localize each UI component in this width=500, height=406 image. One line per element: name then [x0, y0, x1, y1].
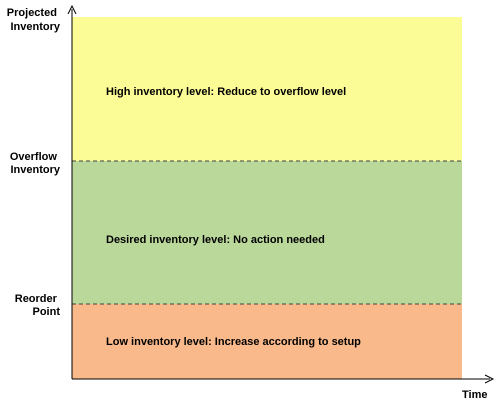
- low-inventory-label: Low inventory level: Increase according …: [106, 336, 361, 348]
- y-axis-title-line-2: Inventory: [10, 21, 60, 33]
- y-axis-title-line-1: Projected: [7, 7, 57, 19]
- y-axis-title: Projected Inventory: [7, 7, 61, 33]
- y-axis-arrow-icon: [67, 4, 77, 15]
- x-axis-arrow-icon: [484, 374, 495, 384]
- overflow-label-line-1: Overflow: [10, 151, 58, 163]
- x-axis-title: Time: [462, 389, 487, 401]
- low-inventory-zone: [72, 304, 462, 379]
- reorder-label-line-2: Point: [33, 306, 61, 318]
- reorder-label-line-1: Reorder: [15, 293, 58, 305]
- desired-inventory-label: Desired inventory level: No action neede…: [106, 234, 325, 246]
- reorder-point-label: Reorder Point: [15, 293, 61, 318]
- high-inventory-label: High inventory level: Reduce to overflow…: [106, 86, 346, 98]
- overflow-label-line-2: Inventory: [10, 164, 60, 176]
- high-inventory-zone: [72, 17, 462, 161]
- desired-inventory-zone: [72, 161, 462, 304]
- overflow-inventory-label: Overflow Inventory: [10, 151, 61, 176]
